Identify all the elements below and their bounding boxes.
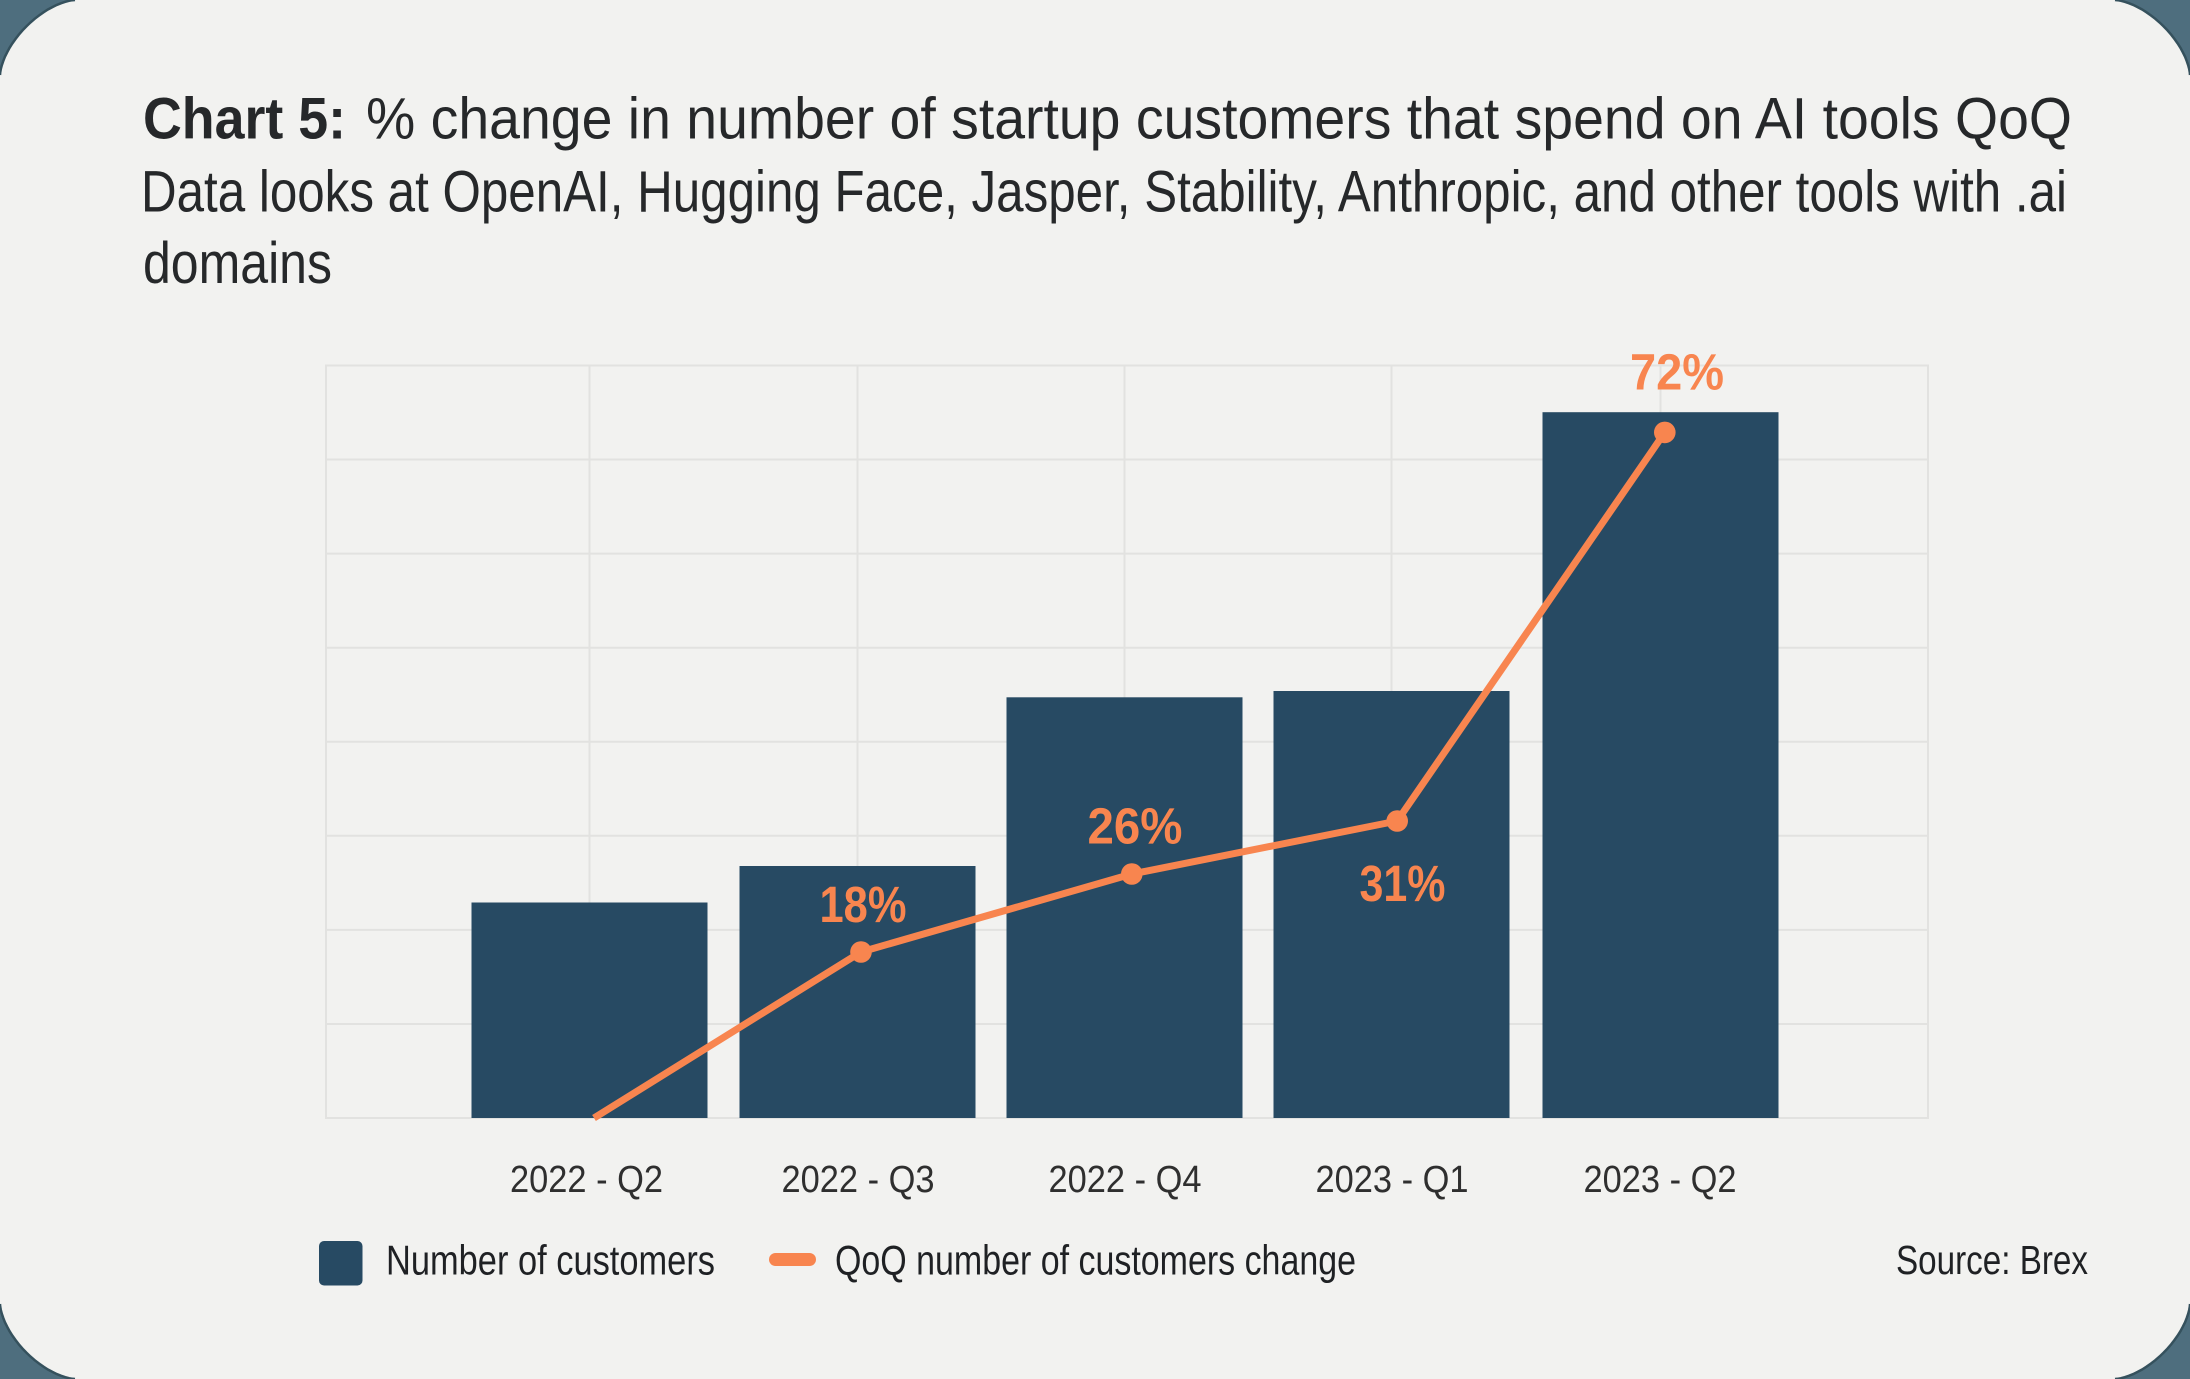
svg-text:% change in number of startup: % change in number of startup customers … — [366, 87, 2072, 152]
svg-text:Chart 5:: Chart 5: — [143, 87, 346, 152]
svg-text:18%: 18% — [820, 876, 907, 933]
svg-text:2022 - Q4: 2022 - Q4 — [1049, 1159, 1202, 1201]
svg-text:2023 - Q2: 2023 - Q2 — [1584, 1159, 1737, 1201]
svg-text:Data looks at OpenAI, Hugging: Data looks at OpenAI, Hugging Face, Jasp… — [141, 159, 2067, 224]
svg-text:26%: 26% — [1088, 798, 1183, 855]
svg-text:Source: Brex: Source: Brex — [1896, 1237, 2088, 1283]
svg-text:2022 - Q3: 2022 - Q3 — [782, 1159, 935, 1201]
svg-text:2022 - Q2: 2022 - Q2 — [510, 1159, 663, 1201]
svg-text:72%: 72% — [1630, 344, 1724, 401]
svg-text:QoQ number of customers change: QoQ number of customers change — [835, 1237, 1356, 1284]
svg-text:2023 - Q1: 2023 - Q1 — [1316, 1159, 1469, 1201]
svg-text:domains: domains — [143, 231, 332, 296]
svg-text:Number of customers: Number of customers — [386, 1237, 715, 1284]
svg-text:31%: 31% — [1360, 855, 1446, 912]
